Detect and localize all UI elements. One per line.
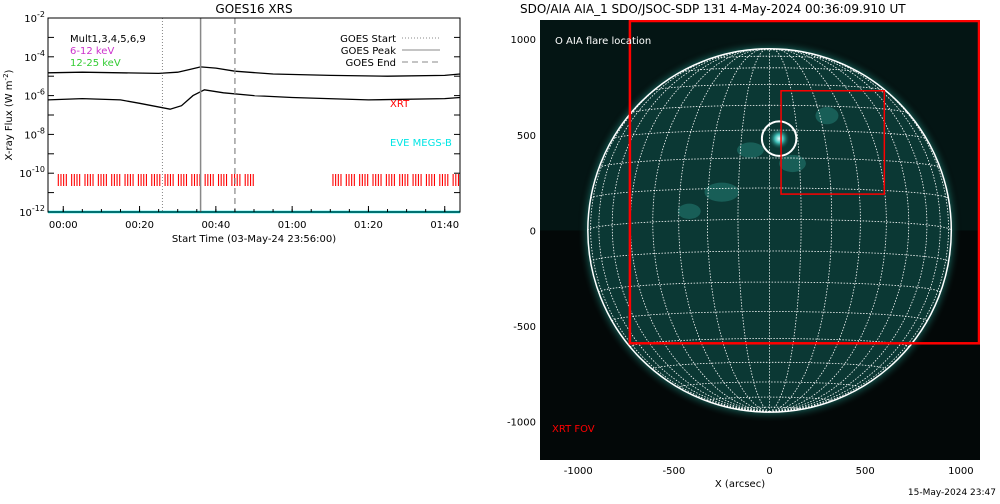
aia-x-tick-label: -1000 (564, 466, 593, 477)
x-tick-label: 01:00 (278, 220, 307, 231)
y-tick-label: 10-8 (24, 126, 45, 141)
longitude-line (652, 48, 770, 413)
legend-right-entry: GOES Start (340, 34, 396, 45)
legend-right-entry: GOES Peak (341, 46, 396, 57)
x-tick-label: 01:20 (354, 220, 383, 231)
latitude-line (587, 218, 952, 231)
x-tick-label: 01:40 (430, 220, 459, 231)
chart-title: GOES16 XRS (215, 2, 292, 16)
active-region-patch (779, 154, 806, 173)
aia-x-tick-label: 0 (766, 466, 772, 477)
latitude-line (653, 83, 886, 92)
xrt-fov-box (780, 90, 886, 195)
solar-limb (587, 47, 953, 413)
y-tick-label: 10-4 (24, 49, 45, 64)
aia-y-tick-label: -500 (513, 322, 536, 333)
x-axis-label: Start Time (03-May-24 23:56:00) (172, 234, 336, 245)
aia-y-tick-label: 500 (517, 131, 536, 142)
active-region-patch (704, 182, 739, 202)
legend-right-entry: GOES End (346, 58, 396, 69)
latitude-line (708, 55, 831, 60)
xrt-annotation: XRT (390, 99, 410, 110)
aia-x-axis-label: X (arcsec) (715, 479, 765, 490)
longitude-line (769, 48, 861, 413)
aia-y-tick-label: 0 (530, 226, 536, 237)
aia-legend-entry: O AIA flare location (555, 36, 651, 47)
active-region-patch (815, 107, 839, 125)
legend-left-entry: Mult1,3,4,5,6,9 (70, 34, 146, 45)
plot-generation-timestamp: 15-May-2024 23:47 (907, 488, 996, 498)
legend-left-entry: 12-25 keV (70, 58, 121, 69)
x-tick-label: 00:20 (125, 220, 154, 231)
legend-left-entry: 6-12 keV (70, 46, 114, 57)
y-axis-label: X-ray Flux (W m-2) (2, 69, 15, 160)
latitude-line (598, 157, 941, 169)
longitude-line (737, 48, 770, 413)
longitude-line (769, 51, 941, 413)
longitude-line (598, 51, 770, 413)
aia-x-tick-label: 1000 (948, 466, 973, 477)
goes-xrs-chart-svg: GOES16 XRS 10-2 10-4 10-6 10-8 10-10 10-12 00:0… (2, 2, 461, 245)
series-line-1 (47, 89, 461, 110)
aia-y-tick-label: -1000 (507, 418, 536, 429)
longitude-line (611, 50, 770, 413)
flare-brightening (768, 128, 790, 150)
y-tick-label: 10-10 (19, 165, 45, 180)
eve-megs-annotation: EVE MEGS-B (390, 138, 452, 149)
longitude-line (706, 48, 770, 413)
series-line-0 (47, 66, 461, 77)
longitude-line (769, 48, 802, 413)
x-tick-label: 00:40 (201, 220, 230, 231)
latitude-line (590, 187, 949, 199)
aia-image-panel: SDO/AIA AIA_1 SDO/JSOC-SDP 131 4-May-202… (500, 0, 1000, 500)
latitude-line (612, 129, 927, 140)
latitude-line (679, 67, 860, 73)
longitude-line (769, 50, 928, 413)
aia-title: SDO/AIA AIA_1 SDO/JSOC-SDP 131 4-May-202… (520, 2, 906, 16)
y-tick-label: 10-6 (24, 88, 45, 103)
longitude-line (769, 48, 833, 413)
xrt-fov-box (628, 20, 980, 345)
y-tick-label: 10-12 (19, 204, 45, 219)
xrt-fov-annotation: XRT FOV (552, 424, 595, 435)
flare-location-circle (760, 120, 798, 157)
active-region-patch (737, 142, 764, 158)
longitude-line (678, 48, 770, 413)
longitude-line (769, 48, 887, 413)
active-region-patch (677, 203, 701, 219)
longitude-line (769, 48, 910, 413)
latitude-line (630, 104, 909, 114)
xrt-coverage-group (57, 174, 460, 186)
x-tick-label: 00:00 (49, 220, 78, 231)
goes-xrs-panel: GOES16 XRS 10-2 10-4 10-6 10-8 10-10 10-12 00:0… (0, 0, 500, 250)
aia-x-tick-label: -500 (663, 466, 686, 477)
y-tick-label: 10-2 (24, 10, 45, 25)
aia-y-tick-label: 1000 (511, 35, 536, 46)
aia-image-svg: SDO/AIA AIA_1 SDO/JSOC-SDP 131 4-May-202… (507, 2, 980, 490)
aia-plot-area (540, 20, 980, 460)
aia-x-tick-label: 500 (856, 466, 875, 477)
